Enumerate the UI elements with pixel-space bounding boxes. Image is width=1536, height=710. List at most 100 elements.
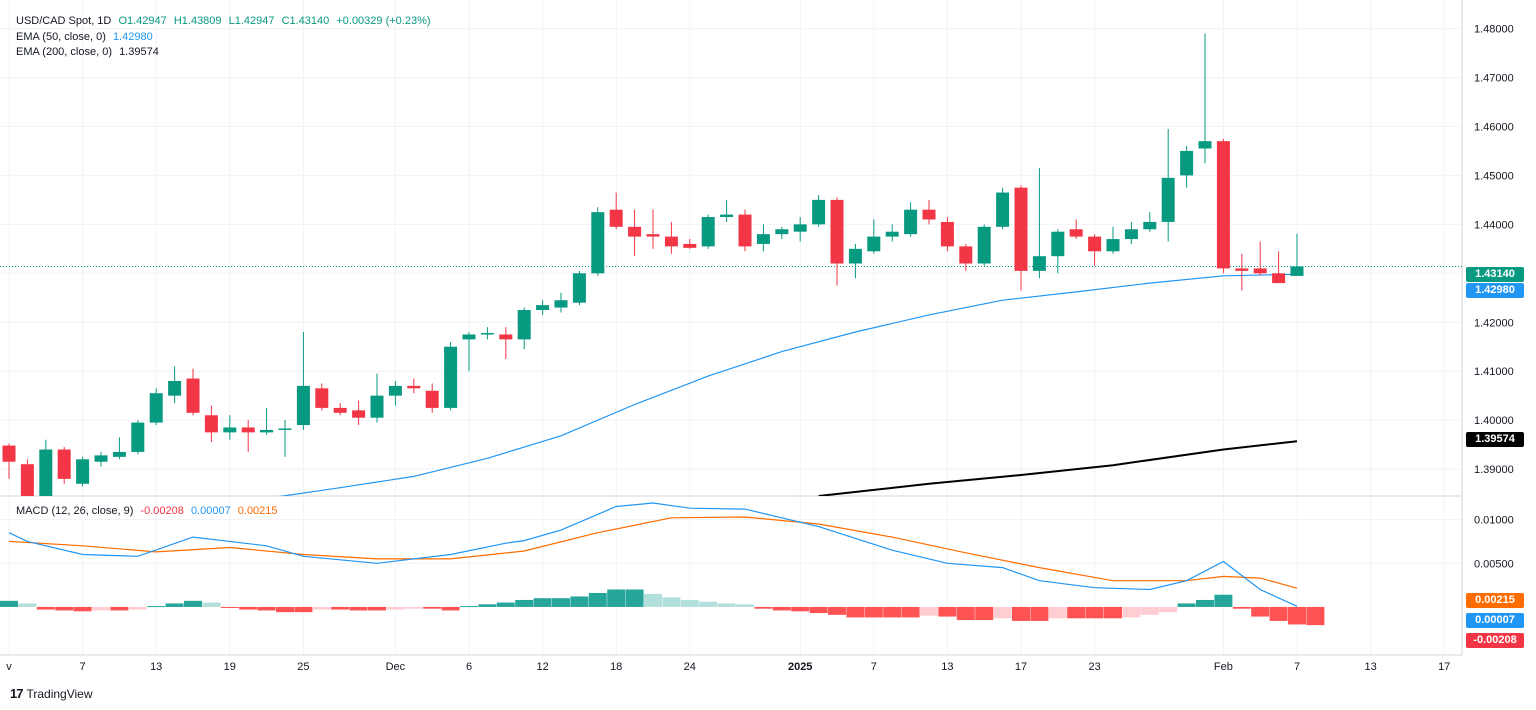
macd-tick-label: 0.00500 xyxy=(1474,558,1514,570)
macd-histogram-bar xyxy=(1177,603,1196,607)
ema50-line xyxy=(278,273,1298,496)
candle-body xyxy=(940,221,954,247)
candle-body xyxy=(2,445,16,462)
candle-body xyxy=(1124,229,1138,240)
candle-body xyxy=(793,224,807,232)
time-tick-label: 25 xyxy=(297,661,309,673)
candle-body xyxy=(1290,266,1304,276)
tradingview-logo-icon: 17 xyxy=(10,686,24,701)
macd-histogram-bar xyxy=(239,606,258,610)
symbol-label[interactable]: USD/CAD Spot, 1D xyxy=(16,15,112,27)
macd-signal-badge: 0.00215 xyxy=(1466,593,1524,608)
candle-body xyxy=(333,407,347,413)
candle-body xyxy=(756,234,770,244)
macd-histogram-bar xyxy=(92,606,110,611)
macd-histogram-bar xyxy=(552,598,570,607)
ema200-line xyxy=(818,440,1298,496)
time-tick-label: v xyxy=(6,661,12,673)
candle-body xyxy=(425,390,439,408)
time-tick-label: Feb xyxy=(1214,661,1233,673)
macd-legend[interactable]: MACD (12, 26, close, 9) -0.00208 0.00007… xyxy=(16,504,278,519)
candle-body xyxy=(204,415,218,433)
macd-histogram-bar xyxy=(864,606,883,618)
time-tick-label: 12 xyxy=(536,661,548,673)
candle-body xyxy=(646,234,660,237)
candle-body xyxy=(959,246,973,264)
macd-histogram-bar xyxy=(1159,606,1178,613)
macd-histogram-bar xyxy=(294,606,313,613)
tradingview-brand: TradingView xyxy=(26,686,93,701)
candle-body xyxy=(444,346,458,408)
candle-body xyxy=(499,334,513,340)
candle-body xyxy=(131,422,145,452)
candle-body xyxy=(260,429,274,433)
tradingview-footer[interactable]: 17 TradingView xyxy=(10,686,93,701)
candle-body xyxy=(720,214,734,218)
ema50-legend[interactable]: EMA (50, close, 0) 1.42980 xyxy=(16,30,153,45)
macd-histogram-bar xyxy=(920,606,938,616)
time-tick-label: 17 xyxy=(1438,661,1450,673)
macd-histogram-bar xyxy=(460,606,478,608)
macd-histogram-bar xyxy=(1306,606,1325,626)
candle-body xyxy=(1272,273,1286,284)
candle-body xyxy=(775,229,789,235)
candle-body xyxy=(977,226,991,264)
price-tick-label: 1.44000 xyxy=(1474,219,1514,231)
candle-body xyxy=(536,305,550,311)
candle-body xyxy=(1198,141,1212,149)
time-tick-label: 13 xyxy=(941,661,953,673)
macd-histogram-bar xyxy=(533,598,552,607)
candle-body xyxy=(149,393,163,423)
price-tick-label: 1.48000 xyxy=(1474,24,1514,36)
macd-signal-line xyxy=(8,516,1298,589)
ema50-label: EMA (50, close, 0) xyxy=(16,31,106,43)
candle-body xyxy=(94,455,108,462)
time-tick-label: 13 xyxy=(150,661,162,673)
macd-histogram-bar xyxy=(423,606,442,609)
macd-line xyxy=(8,502,1298,607)
candle-body xyxy=(76,459,90,484)
macd-histogram-bar xyxy=(312,606,331,610)
time-tick-label: 6 xyxy=(466,661,472,673)
candle-body xyxy=(407,385,421,389)
macd-signal-value: 0.00215 xyxy=(237,505,278,517)
macd-histogram-bar xyxy=(1048,606,1067,619)
candle-body xyxy=(223,427,237,433)
candle-body xyxy=(1143,221,1157,230)
macd-histogram-bar xyxy=(717,603,736,607)
candle-body xyxy=(1051,231,1065,257)
price-tick-label: 1.45000 xyxy=(1474,170,1514,182)
macd-histogram-bar xyxy=(368,606,386,611)
macd-line-badge: 0.00007 xyxy=(1466,613,1524,628)
time-tick-label: 24 xyxy=(684,661,696,673)
candle-body xyxy=(57,449,71,479)
ema200-badge: 1.39574 xyxy=(1466,432,1524,447)
price-tick-label: 1.47000 xyxy=(1474,73,1514,85)
macd-histogram-bar xyxy=(772,606,791,611)
macd-label: MACD (12, 26, close, 9) xyxy=(16,505,134,517)
macd-histogram-bar xyxy=(73,606,92,612)
price-pane xyxy=(0,33,1462,496)
macd-histogram-bar xyxy=(588,592,607,607)
candle-body xyxy=(1235,268,1249,271)
macd-histogram-bar xyxy=(901,606,920,618)
time-tick-label: 23 xyxy=(1088,661,1100,673)
candle-body xyxy=(996,192,1010,227)
ema200-label: EMA (200, close, 0) xyxy=(16,46,112,58)
macd-histogram-bar xyxy=(607,589,626,607)
candle-body xyxy=(315,388,329,408)
candle-body xyxy=(812,199,826,225)
macd-histogram-bar xyxy=(809,606,828,614)
candle-body xyxy=(480,333,494,335)
macd-histogram-bar xyxy=(36,606,55,610)
macd-hist-badge: -0.00208 xyxy=(1466,633,1524,648)
macd-histogram-bar xyxy=(699,601,718,607)
macd-histogram-bar xyxy=(165,603,184,607)
open-value: O1.42947 xyxy=(118,15,167,27)
macd-histogram-bar xyxy=(828,606,846,615)
macd-histogram-bar xyxy=(570,596,589,607)
ema200-legend[interactable]: EMA (200, close, 0) 1.39574 xyxy=(16,45,159,60)
price-tick-label: 1.46000 xyxy=(1474,121,1514,133)
macd-histogram-bar xyxy=(1196,599,1214,607)
